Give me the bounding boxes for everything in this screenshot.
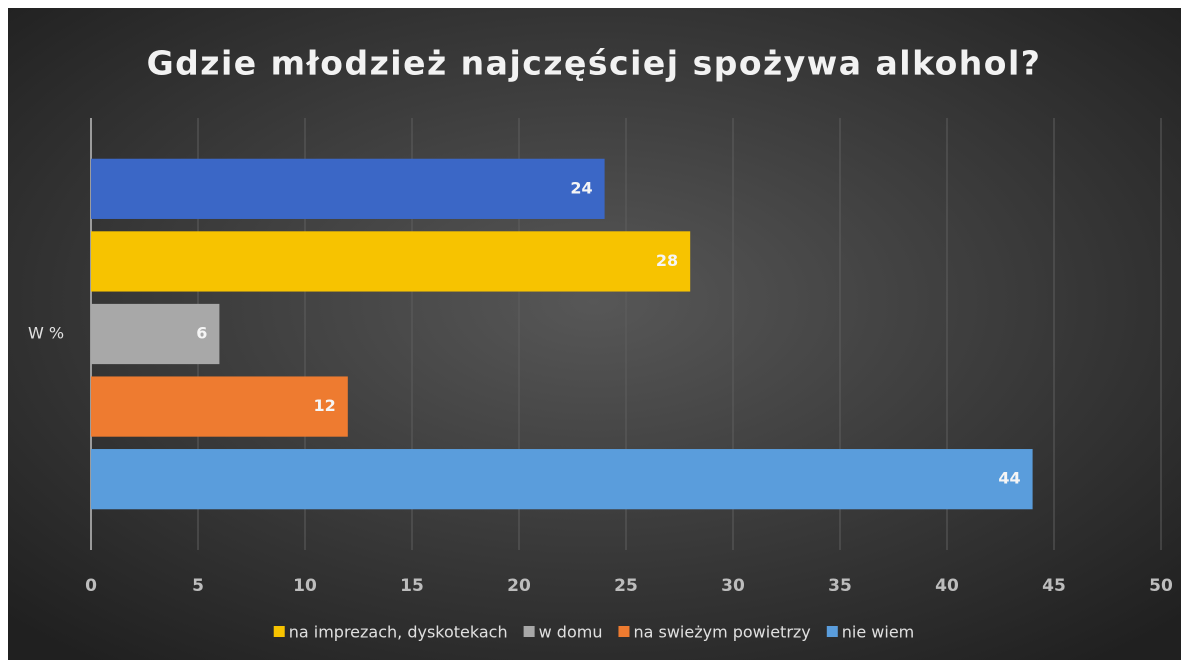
bar	[91, 231, 691, 292]
x-tick-label: 15	[400, 576, 424, 596]
x-tick-label: 50	[1149, 576, 1173, 596]
legend-swatch	[826, 626, 838, 637]
bar	[91, 303, 220, 365]
x-tick-label: 10	[293, 576, 317, 596]
x-tick-label: 25	[614, 576, 638, 596]
bar	[91, 158, 605, 219]
data-label: 6	[196, 324, 207, 343]
chart-title: Gdzie młodzież najczęściej spożywa alkoh…	[147, 44, 1042, 83]
x-tick-label: 5	[192, 576, 204, 596]
data-label: 28	[656, 251, 678, 270]
y-tick-label: W %	[28, 324, 64, 343]
x-tick-label: 40	[935, 576, 959, 596]
data-label: 24	[570, 178, 592, 197]
legend-label: na swieżym powietrzy	[633, 623, 810, 642]
legend-label: na imprezach, dyskotekach	[289, 623, 508, 642]
x-tick-label: 35	[828, 576, 852, 596]
legend-swatch	[273, 626, 285, 637]
legend-swatch	[618, 626, 630, 637]
legend-label: nie wiem	[842, 623, 914, 642]
x-tick-label: 30	[721, 576, 745, 596]
legend-label: w domu	[539, 623, 603, 642]
data-label: 12	[314, 396, 336, 415]
bar	[91, 376, 348, 437]
data-label: 44	[998, 469, 1020, 488]
x-tick-label: 0	[85, 576, 97, 596]
x-tick-label: 45	[1042, 576, 1066, 596]
x-tick-label: 20	[507, 576, 531, 596]
legend-swatch	[523, 626, 535, 637]
bar	[91, 449, 1033, 510]
